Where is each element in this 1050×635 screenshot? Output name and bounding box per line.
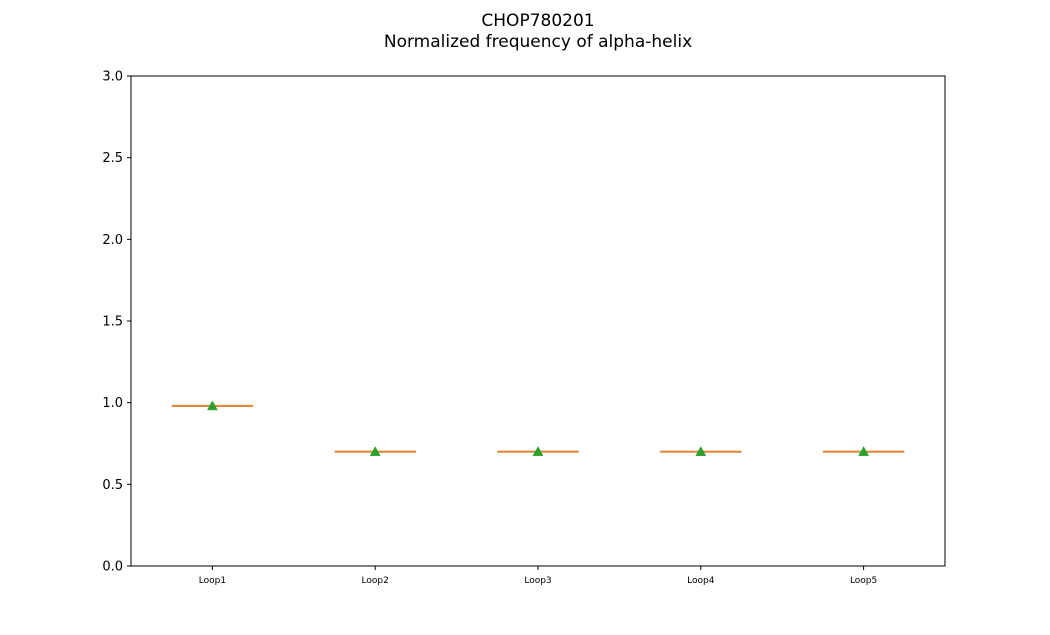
x-tick-label: Loop2	[362, 576, 389, 586]
mean-marker	[858, 446, 870, 456]
mean-marker	[206, 400, 218, 411]
y-tick-label: 0.0	[102, 560, 123, 575]
y-tick-label: 0.5	[102, 478, 123, 493]
x-tick-label: Loop4	[687, 576, 715, 586]
chart-subtitle: Normalized frequency of alpha-helix	[384, 32, 692, 52]
y-tick-label: 1.0	[102, 396, 123, 411]
mean-marker	[695, 446, 707, 456]
x-tick-label: Loop5	[850, 576, 877, 586]
x-tick-label: Loop1	[199, 576, 226, 586]
plot-marks	[171, 400, 905, 456]
y-tick-label: 1.5	[102, 315, 123, 330]
x-tick-label: Loop3	[524, 576, 551, 586]
mean-marker	[532, 446, 544, 456]
y-tick-label: 3.0	[102, 70, 123, 85]
y-tick-label: 2.0	[102, 233, 123, 248]
axis-ticks: 0.0 0.5 1.0 1.5 2.0 2.5 3.0 Loop1 Loop2 Loop3 Loop…	[102, 70, 877, 587]
y-tick-label: 2.5	[102, 151, 123, 166]
plot-frame	[130, 75, 946, 567]
chart-title: CHOP780201	[481, 11, 594, 31]
mean-marker	[369, 446, 381, 456]
